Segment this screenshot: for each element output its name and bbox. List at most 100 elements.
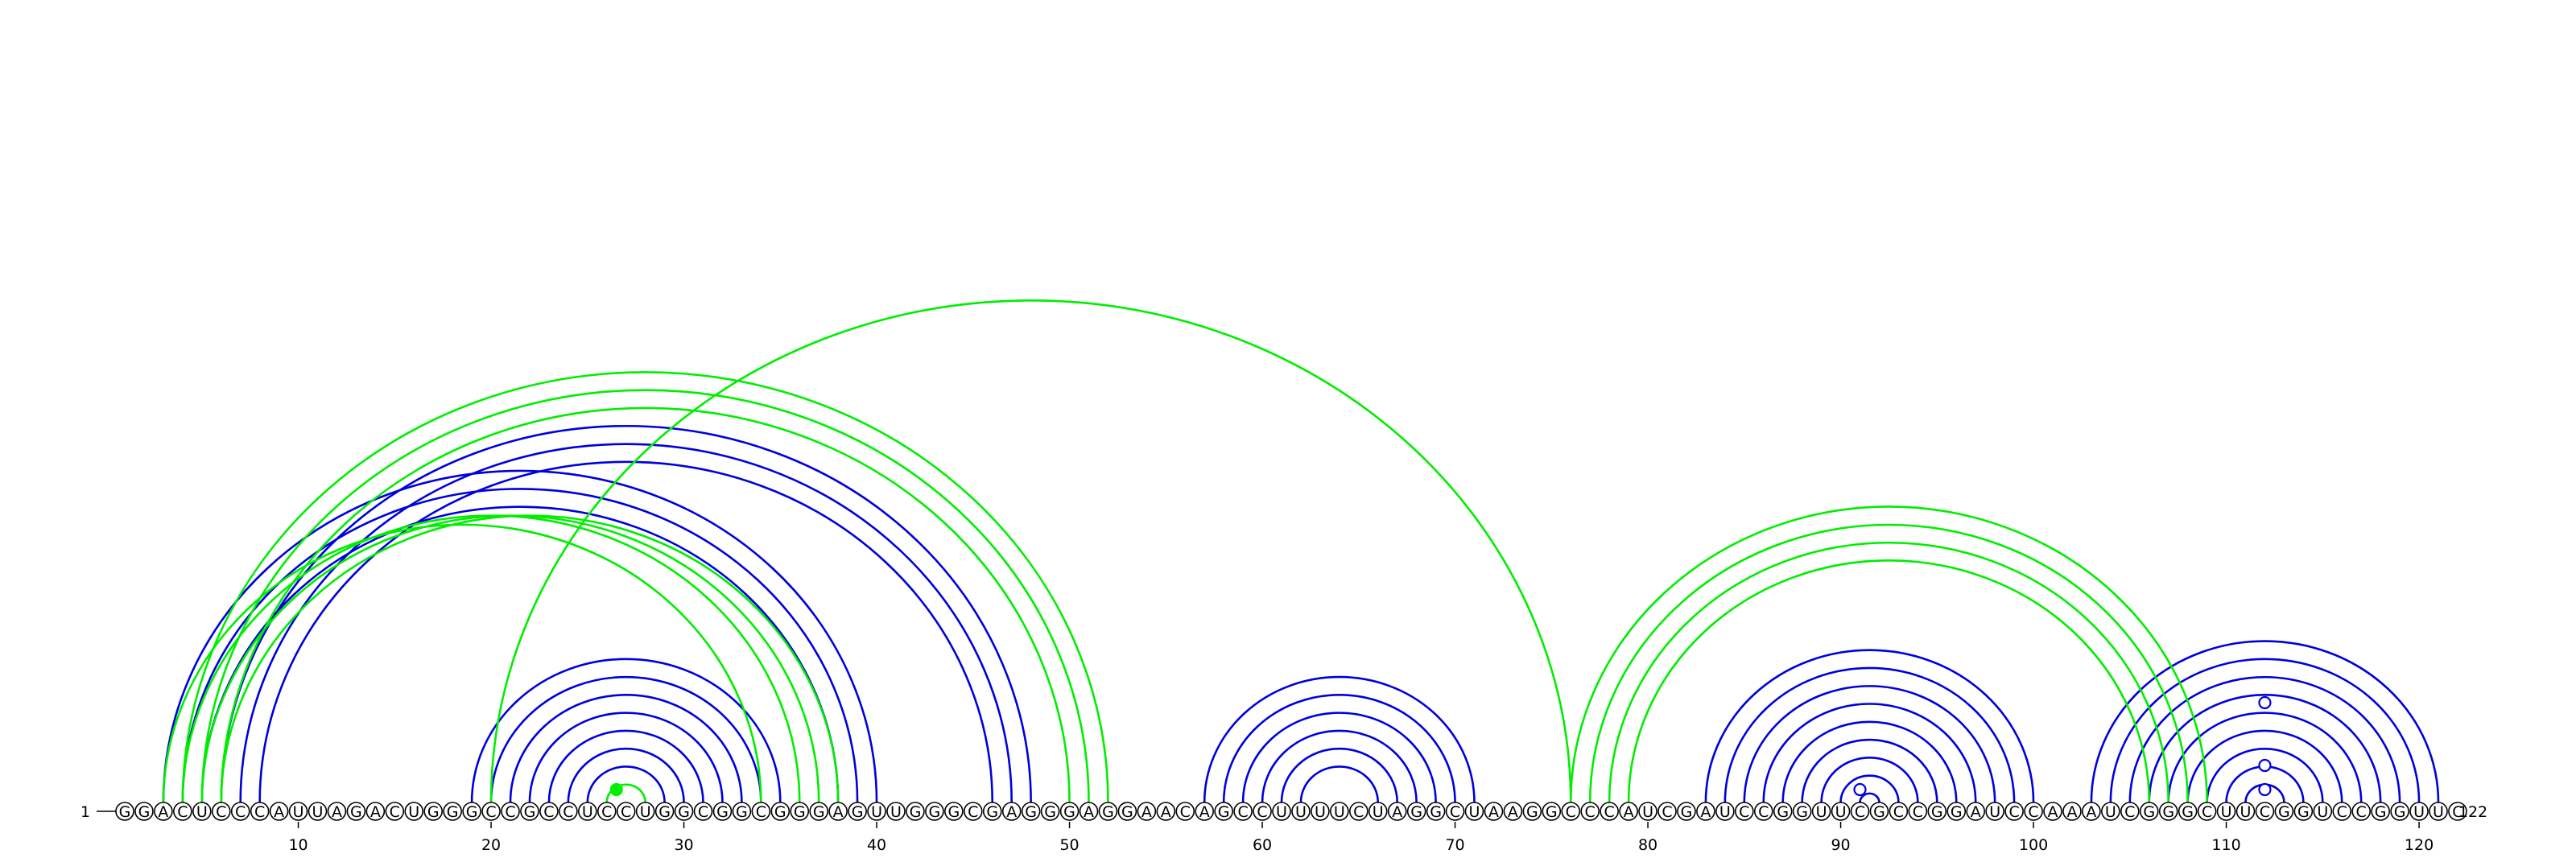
nucleotide-letter: C <box>1237 803 1248 821</box>
nucleotide-letter: A <box>1199 803 1210 821</box>
nucleotide: G <box>713 802 731 821</box>
nucleotide: A <box>1967 802 1984 821</box>
nucleotide: U <box>579 802 597 821</box>
nucleotide: C <box>1658 802 1676 821</box>
nucleotide-letter: G <box>524 803 536 821</box>
nucleotide: G <box>945 802 963 821</box>
blue-base-pair-arc <box>1301 766 1378 802</box>
nucleotide-letter: C <box>2028 803 2038 821</box>
nucleotide: G <box>1542 802 1560 821</box>
nucleotide: C <box>2025 802 2042 821</box>
blue-base-pair-arc <box>1822 757 1918 802</box>
nucleotide-letter: U <box>1816 803 1827 821</box>
nucleotide: A <box>1697 802 1715 821</box>
nucleotide: G <box>2275 802 2293 821</box>
nucleotide: G <box>1678 802 1695 821</box>
nucleotide: U <box>309 802 327 821</box>
nucleotide-letter: G <box>813 803 825 821</box>
nucleotide: G <box>926 802 943 821</box>
nucleotide-letter: U <box>1469 803 1480 821</box>
nucleotide: U <box>2218 802 2235 821</box>
nucleotide: C <box>1176 802 1194 821</box>
nucleotide-letter: C <box>2124 803 2135 821</box>
blue-base-pair-arc <box>1841 776 1899 802</box>
nucleotide-letter: U <box>312 803 324 821</box>
nucleotide: A <box>1080 802 1098 821</box>
nucleotide-letter: A <box>1508 803 1518 821</box>
nucleotide-letter: G <box>2162 803 2174 821</box>
nucleotide-letter: U <box>2433 803 2444 821</box>
sequence-start-label: 1 <box>80 803 90 821</box>
nucleotide: G <box>1794 802 1811 821</box>
nucleotide-letter: A <box>1624 803 1634 821</box>
nucleotide-letter: U <box>1334 803 1345 821</box>
nucleotide-letter: G <box>2375 803 2387 821</box>
sequence-end-label: 122 <box>2458 803 2487 821</box>
blue-base-pair-arc <box>260 462 993 802</box>
nucleotide: U <box>1273 802 1290 821</box>
nucleotide: C <box>1581 802 1599 821</box>
nucleotide-letter: A <box>370 803 381 821</box>
nucleotide-letter: C <box>1566 803 1576 821</box>
nucleotide: U <box>1716 802 1734 821</box>
nucleotide: C <box>232 802 250 821</box>
nucleotide-letter: G <box>1410 803 1422 821</box>
nucleotide: G <box>656 802 674 821</box>
nucleotide-letter: G <box>910 803 922 821</box>
nucleotide-letter: G <box>427 803 440 821</box>
nucleotide: G <box>848 802 866 821</box>
green-base-pair-arc <box>221 516 838 802</box>
nucleotide-letter: G <box>2182 803 2194 821</box>
nucleotide: A <box>270 802 288 821</box>
nucleotide-letter: C <box>543 803 554 821</box>
tick-label: 40 <box>867 836 886 854</box>
nucleotide-letter: U <box>890 803 902 821</box>
nucleotide: C <box>695 802 712 821</box>
nucleotide: G <box>1099 802 1117 821</box>
nucleotide-letter: A <box>1141 803 1152 821</box>
nucleotide-letter: U <box>2413 803 2425 821</box>
nucleotide: C <box>598 802 616 821</box>
nucleotide-letter: U <box>1642 803 1653 821</box>
nucleotide-letter: G <box>986 803 998 821</box>
nucleotide: U <box>887 802 905 821</box>
nucleotide-letter: G <box>716 803 729 821</box>
nucleotide-letter: C <box>968 803 978 821</box>
nucleotide: C <box>2333 802 2351 821</box>
nucleotide-letter: C <box>621 803 631 821</box>
nucleotide: G <box>347 802 365 821</box>
tick-label: 10 <box>288 836 308 854</box>
blue-base-pair-arc <box>2091 641 2438 802</box>
nucleotide-letter: C <box>390 803 400 821</box>
nucleotide-letter: C <box>177 803 188 821</box>
nucleotide-letter: G <box>1777 803 1789 821</box>
nucleotide-letter: C <box>1180 803 1191 821</box>
nucleotide-letter: U <box>582 803 593 821</box>
nucleotide-letter: G <box>794 803 806 821</box>
nucleotide-letter: G <box>658 803 671 821</box>
nucleotide-letter: U <box>1276 803 1287 821</box>
arcs-layer <box>163 300 2438 802</box>
nucleotide-letter: U <box>871 803 882 821</box>
nucleotide-letter: C <box>1758 803 1769 821</box>
nucleotide: G <box>1774 802 1792 821</box>
nucleotide-letter: G <box>852 803 864 821</box>
nucleotide-letter: C <box>1257 803 1267 821</box>
nucleotide: A <box>155 802 172 821</box>
nucleotide-letter: G <box>138 803 151 821</box>
green-base-pair-arc <box>1571 506 2207 802</box>
nucleotide-letter: C <box>235 803 246 821</box>
nucleotide: A <box>1389 802 1406 821</box>
nucleotide-letter: C <box>2202 803 2212 821</box>
nucleotide: C <box>559 802 577 821</box>
tick-label: 20 <box>481 836 501 854</box>
nucleotide-letter: G <box>466 803 478 821</box>
nucleotide-letter: G <box>2143 803 2155 821</box>
nucleotide: G <box>1928 802 1946 821</box>
nucleotide-letter: G <box>1044 803 1056 821</box>
nucleotide-letter: G <box>1681 803 1693 821</box>
nucleotide-letter: G <box>447 803 459 821</box>
tick-label: 110 <box>2211 836 2240 854</box>
blue-base-pair-arc <box>1783 722 1957 802</box>
